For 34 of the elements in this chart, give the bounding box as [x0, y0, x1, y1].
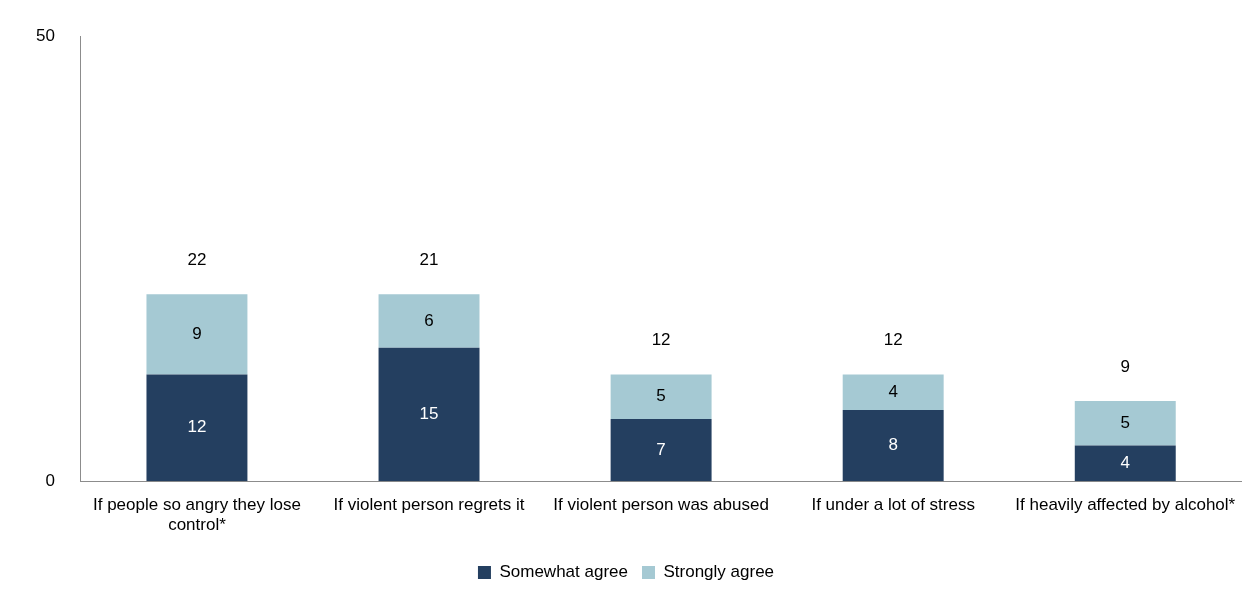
- total-label: 9: [1120, 356, 1130, 376]
- data-label: 5: [1120, 413, 1130, 433]
- total-label: 21: [419, 249, 439, 269]
- bar: [378, 347, 480, 482]
- legend-label: Somewhat agree: [499, 562, 628, 582]
- data-label: 4: [1120, 453, 1130, 473]
- bar: [146, 374, 248, 482]
- x-tick-label: If under a lot of stress: [811, 495, 975, 515]
- bar: [842, 374, 944, 410]
- x-tick-label: If people so angry they lose control*: [92, 495, 301, 535]
- x-tick-label: If heavily affected by alcohol*: [1015, 495, 1236, 515]
- bar: [610, 374, 712, 419]
- x-tick-label: If violent person regrets it: [333, 495, 525, 515]
- x-tick-label: If violent person was abused: [553, 495, 769, 515]
- data-label: 7: [656, 439, 666, 459]
- bar: [146, 294, 248, 375]
- data-label: 8: [888, 435, 898, 455]
- total-label: 12: [651, 330, 671, 350]
- data-label: 6: [424, 310, 434, 330]
- total-label: 22: [187, 249, 207, 269]
- bar: [1074, 401, 1176, 446]
- bar: [842, 410, 944, 482]
- bar: [610, 418, 712, 482]
- total-label: 12: [883, 330, 903, 350]
- legend-label: Strongly agree: [663, 562, 775, 582]
- data-label: 15: [419, 404, 439, 424]
- bar: [378, 294, 480, 348]
- bar: [1074, 445, 1176, 482]
- y-tick-label: 0: [45, 470, 55, 490]
- y-tick-label: 50: [35, 25, 55, 45]
- data-label: 5: [656, 386, 666, 406]
- data-label: 12: [187, 417, 207, 437]
- data-label: 4: [888, 381, 898, 401]
- data-label: 9: [192, 324, 202, 344]
